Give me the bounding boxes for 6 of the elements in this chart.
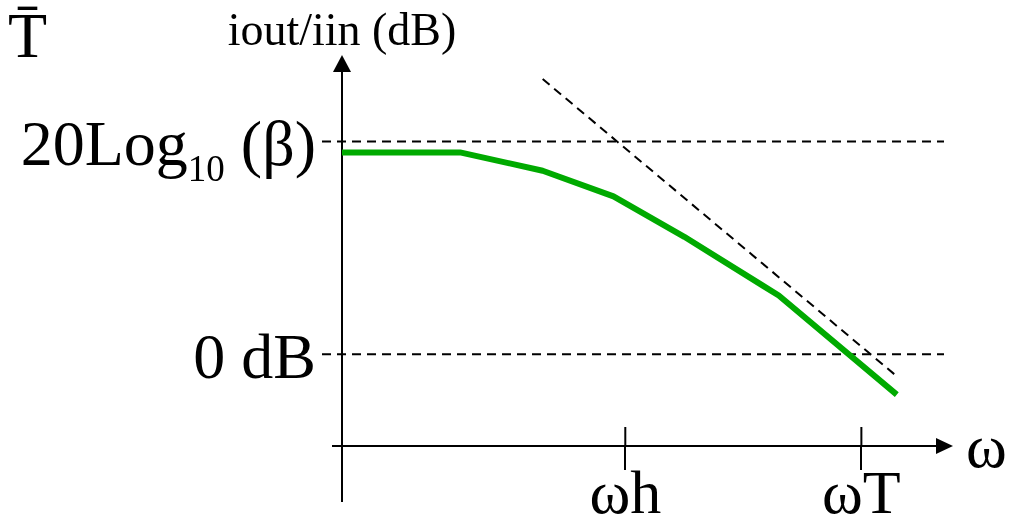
x-axis-title: ω xyxy=(966,412,1007,480)
ref-line-label: 0 dB xyxy=(193,321,316,393)
x-tick-label: ωT xyxy=(822,458,901,525)
text: T̄ xyxy=(8,0,48,71)
x-tick-label: ωh xyxy=(589,458,662,525)
y-axis-title: iout/iin (dB) xyxy=(227,4,457,55)
